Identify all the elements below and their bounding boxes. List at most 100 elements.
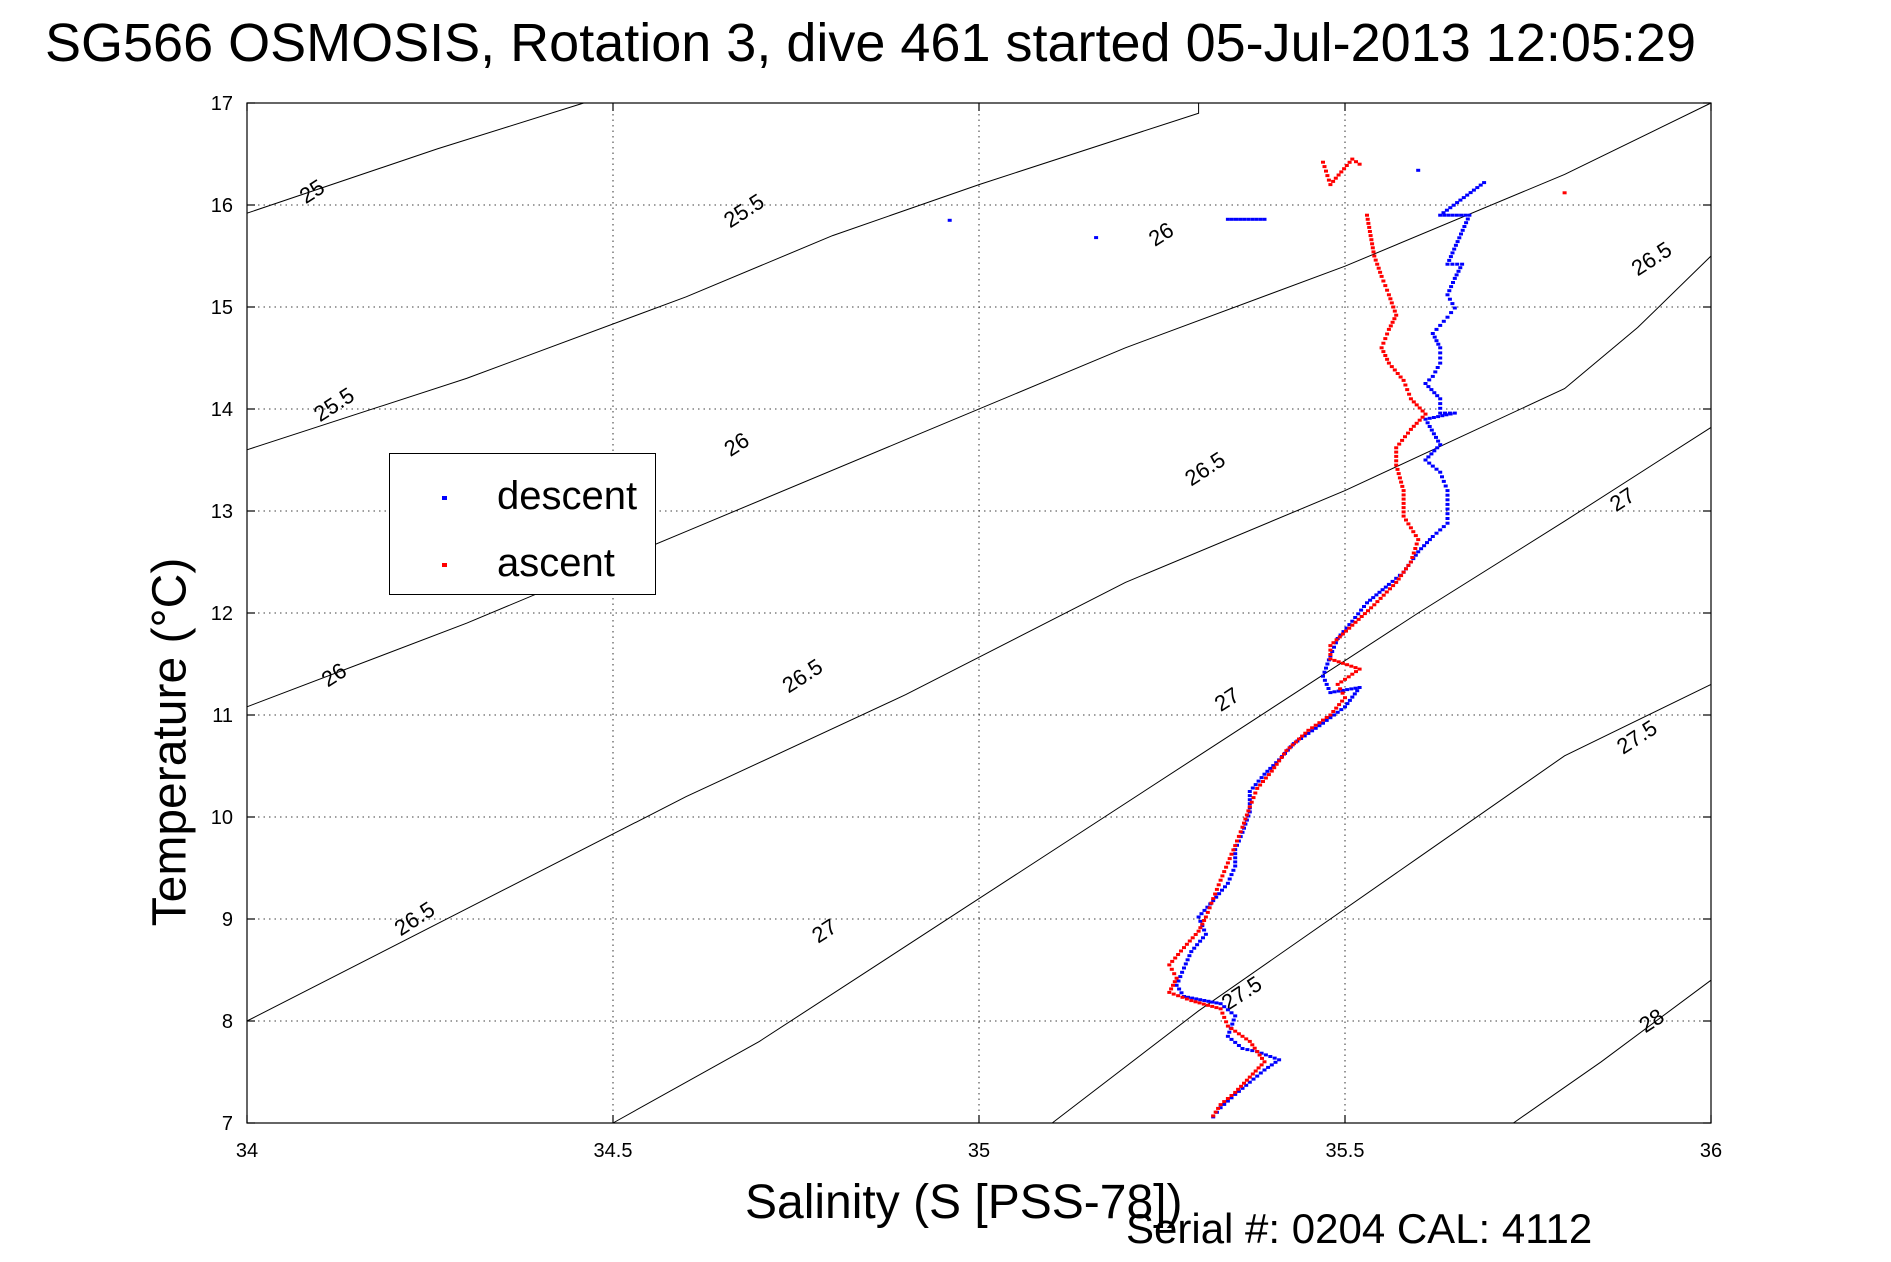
- descent-point: [1244, 1083, 1249, 1087]
- descent-point: [1266, 1065, 1271, 1069]
- ascent-point: [1356, 617, 1361, 621]
- ascent-point: [1216, 1106, 1221, 1110]
- contour-label: 28: [1634, 1003, 1668, 1037]
- ascent-point: [1209, 901, 1214, 905]
- ascent-point: [1282, 752, 1286, 756]
- ascent-point: [1169, 967, 1174, 971]
- ascent-point: [1417, 418, 1422, 422]
- descent-point: [1434, 339, 1439, 343]
- descent-point: [1202, 908, 1207, 912]
- density-contour-28: [1513, 979, 1712, 1124]
- descent-point: [1432, 335, 1437, 339]
- descent-point: [1426, 455, 1431, 459]
- descent-point: [1250, 786, 1255, 790]
- ascent-point: [1367, 230, 1372, 233]
- descent-point: [1263, 1053, 1268, 1057]
- descent-point: [1394, 576, 1399, 580]
- descent-point: [1206, 999, 1211, 1003]
- ascent-point: [1322, 165, 1327, 169]
- descent-point: [1454, 213, 1459, 217]
- descent-point: [1218, 1106, 1223, 1110]
- ascent-point: [1394, 313, 1399, 317]
- y-tick-label: 16: [211, 195, 233, 217]
- descent-point: [1365, 601, 1369, 605]
- descent-point: [1446, 213, 1451, 217]
- descent-point: [1343, 705, 1347, 709]
- ascent-point: [1388, 324, 1393, 328]
- ascent-point: [1324, 716, 1329, 719]
- descent-point: [1459, 213, 1464, 217]
- y-tick-label: 10: [211, 807, 233, 829]
- descent-point: [1377, 590, 1382, 594]
- ascent-point: [1381, 350, 1386, 354]
- descent-point: [1324, 718, 1329, 722]
- ascent-point: [1339, 170, 1344, 174]
- descent-point: [1247, 1080, 1252, 1084]
- ascent-point: [1253, 791, 1258, 795]
- descent-point: [1448, 206, 1453, 210]
- ascent-point: [1410, 556, 1415, 559]
- descent-point: [1459, 232, 1463, 236]
- ascent-point: [1260, 1056, 1264, 1060]
- descent-point: [1436, 415, 1441, 419]
- ascent-point: [1262, 1060, 1267, 1064]
- descent-point: [1438, 528, 1443, 532]
- descent-point: [1322, 670, 1327, 674]
- descent-point: [1456, 269, 1461, 273]
- y-tick-label: 14: [211, 399, 233, 421]
- descent-point: [1356, 612, 1361, 616]
- descent-point: [1353, 686, 1358, 690]
- descent-point: [1445, 512, 1450, 516]
- ascent-point: [1416, 538, 1421, 542]
- descent-point: [1250, 217, 1255, 221]
- ascent-point: [1367, 225, 1372, 229]
- ascent-point: [1411, 424, 1416, 428]
- ascent-point: [1328, 653, 1333, 656]
- descent-point: [1429, 388, 1434, 392]
- descent-point: [1458, 198, 1463, 202]
- ascent-point: [1413, 534, 1418, 538]
- ascent-point: [1369, 606, 1374, 610]
- ascent-point: [1251, 796, 1256, 800]
- descent-point: [1332, 645, 1336, 649]
- descent-point: [1347, 698, 1352, 702]
- ascent-point: [1202, 919, 1207, 922]
- descent-point: [1341, 630, 1346, 634]
- ascent-point: [1242, 1081, 1246, 1085]
- density-contour-27: [612, 426, 1712, 1124]
- descent-point: [1326, 687, 1331, 690]
- descent-point: [1443, 411, 1447, 415]
- descent-point: [1445, 502, 1450, 506]
- ascent-point: [1383, 354, 1388, 357]
- descent-point: [1325, 662, 1330, 666]
- ascent-point: [1328, 657, 1333, 661]
- descent-point: [1353, 616, 1358, 619]
- descent-point: [1347, 623, 1352, 627]
- ascent-point: [1338, 687, 1343, 691]
- descent-point: [1328, 716, 1333, 720]
- descent-point: [1427, 416, 1432, 420]
- descent-point: [1432, 391, 1437, 395]
- descent-point: [1344, 626, 1349, 630]
- chart-title: SG566 OSMOSIS, Rotation 3, dive 461 star…: [45, 13, 1696, 73]
- descent-point: [1455, 240, 1460, 244]
- ascent-point: [1344, 164, 1349, 167]
- ascent-point: [1328, 713, 1333, 717]
- ascent-point: [1331, 179, 1336, 183]
- ascent-point: [1385, 357, 1390, 361]
- ascent-point: [1408, 560, 1413, 564]
- descent-point: [1438, 361, 1443, 365]
- descent-point: [1430, 374, 1435, 378]
- ascent-point: [1401, 493, 1406, 497]
- descent-point: [1436, 342, 1441, 346]
- ascent-point: [1255, 786, 1260, 790]
- descent-point: [1238, 217, 1243, 221]
- descent-point: [1345, 702, 1350, 706]
- contour-label: 26: [317, 658, 351, 692]
- descent-point: [1453, 243, 1458, 247]
- ascent-point: [1337, 635, 1342, 639]
- ascent-point: [1310, 726, 1315, 730]
- legend-label-descent: descent: [497, 474, 638, 518]
- descent-point: [1255, 1074, 1260, 1078]
- descent-point: [1306, 731, 1311, 735]
